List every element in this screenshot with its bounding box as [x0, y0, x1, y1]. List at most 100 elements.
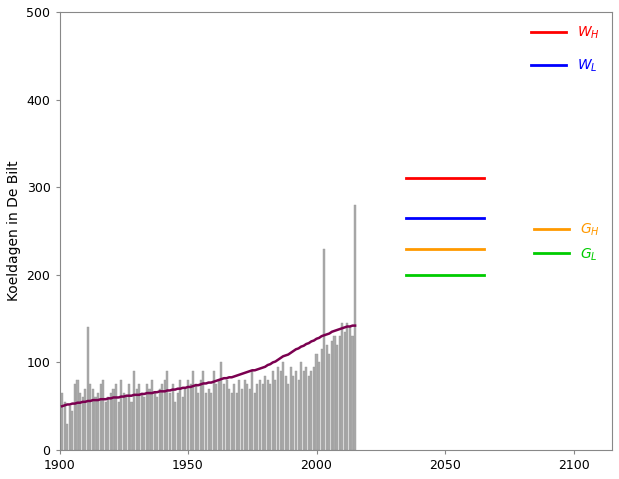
Bar: [95, 398, 97, 450]
Bar: [264, 376, 266, 450]
Bar: [167, 371, 168, 450]
Bar: [110, 393, 112, 450]
Bar: [136, 388, 137, 450]
Bar: [164, 380, 166, 450]
Bar: [149, 388, 150, 450]
Bar: [303, 371, 305, 450]
Bar: [64, 402, 66, 450]
Bar: [169, 393, 171, 450]
Bar: [251, 371, 253, 450]
Bar: [292, 376, 295, 450]
Bar: [84, 388, 86, 450]
Bar: [174, 402, 176, 450]
Bar: [102, 380, 104, 450]
Bar: [285, 376, 287, 450]
Bar: [336, 345, 338, 450]
Bar: [171, 384, 174, 450]
Bar: [256, 384, 259, 450]
Bar: [277, 367, 279, 450]
Bar: [192, 371, 194, 450]
Bar: [87, 327, 89, 450]
Bar: [128, 384, 130, 450]
Bar: [189, 384, 192, 450]
Bar: [254, 393, 256, 450]
Bar: [274, 380, 277, 450]
Bar: [280, 371, 282, 450]
Bar: [77, 380, 79, 450]
Bar: [176, 393, 179, 450]
Bar: [225, 380, 228, 450]
Bar: [238, 380, 240, 450]
Bar: [210, 393, 212, 450]
Bar: [331, 341, 333, 450]
Bar: [341, 323, 344, 450]
Bar: [218, 380, 220, 450]
Bar: [100, 384, 102, 450]
Bar: [66, 424, 68, 450]
Bar: [326, 345, 328, 450]
Bar: [207, 388, 210, 450]
Bar: [141, 393, 143, 450]
Bar: [323, 249, 325, 450]
Bar: [213, 371, 215, 450]
Bar: [259, 380, 261, 450]
Bar: [69, 406, 71, 450]
Bar: [82, 398, 84, 450]
Bar: [131, 402, 132, 450]
Bar: [187, 380, 189, 450]
Bar: [241, 388, 243, 450]
Bar: [197, 393, 199, 450]
Bar: [233, 384, 235, 450]
Bar: [236, 393, 238, 450]
Bar: [92, 388, 94, 450]
Bar: [146, 384, 148, 450]
Bar: [300, 363, 302, 450]
Legend: $G_H$, $G_L$: $G_H$, $G_L$: [529, 216, 605, 268]
Bar: [295, 371, 297, 450]
Bar: [346, 323, 348, 450]
Bar: [200, 380, 202, 450]
Bar: [354, 205, 356, 450]
Bar: [267, 380, 269, 450]
Bar: [79, 393, 81, 450]
Bar: [118, 402, 119, 450]
Bar: [352, 336, 353, 450]
Bar: [308, 376, 310, 450]
Bar: [97, 393, 99, 450]
Bar: [249, 388, 251, 450]
Bar: [154, 393, 155, 450]
Bar: [310, 371, 313, 450]
Bar: [202, 371, 204, 450]
Bar: [115, 384, 117, 450]
Bar: [318, 363, 320, 450]
Bar: [272, 371, 274, 450]
Bar: [305, 367, 307, 450]
Bar: [162, 384, 163, 450]
Bar: [344, 332, 346, 450]
Bar: [138, 384, 141, 450]
Bar: [287, 384, 289, 450]
Bar: [184, 388, 186, 450]
Bar: [182, 398, 184, 450]
Bar: [158, 388, 161, 450]
Bar: [243, 380, 246, 450]
Bar: [334, 336, 335, 450]
Bar: [298, 380, 300, 450]
Bar: [246, 384, 248, 450]
Bar: [282, 363, 284, 450]
Bar: [220, 363, 222, 450]
Bar: [261, 384, 264, 450]
Bar: [74, 384, 76, 450]
Bar: [223, 384, 225, 450]
Bar: [156, 398, 158, 450]
Bar: [61, 393, 63, 450]
Bar: [144, 398, 145, 450]
Bar: [205, 393, 207, 450]
Bar: [339, 336, 340, 450]
Y-axis label: Koeldagen in De Bilt: Koeldagen in De Bilt: [7, 160, 21, 301]
Bar: [123, 393, 125, 450]
Bar: [113, 388, 115, 450]
Bar: [215, 384, 217, 450]
Bar: [228, 388, 230, 450]
Bar: [269, 384, 271, 450]
